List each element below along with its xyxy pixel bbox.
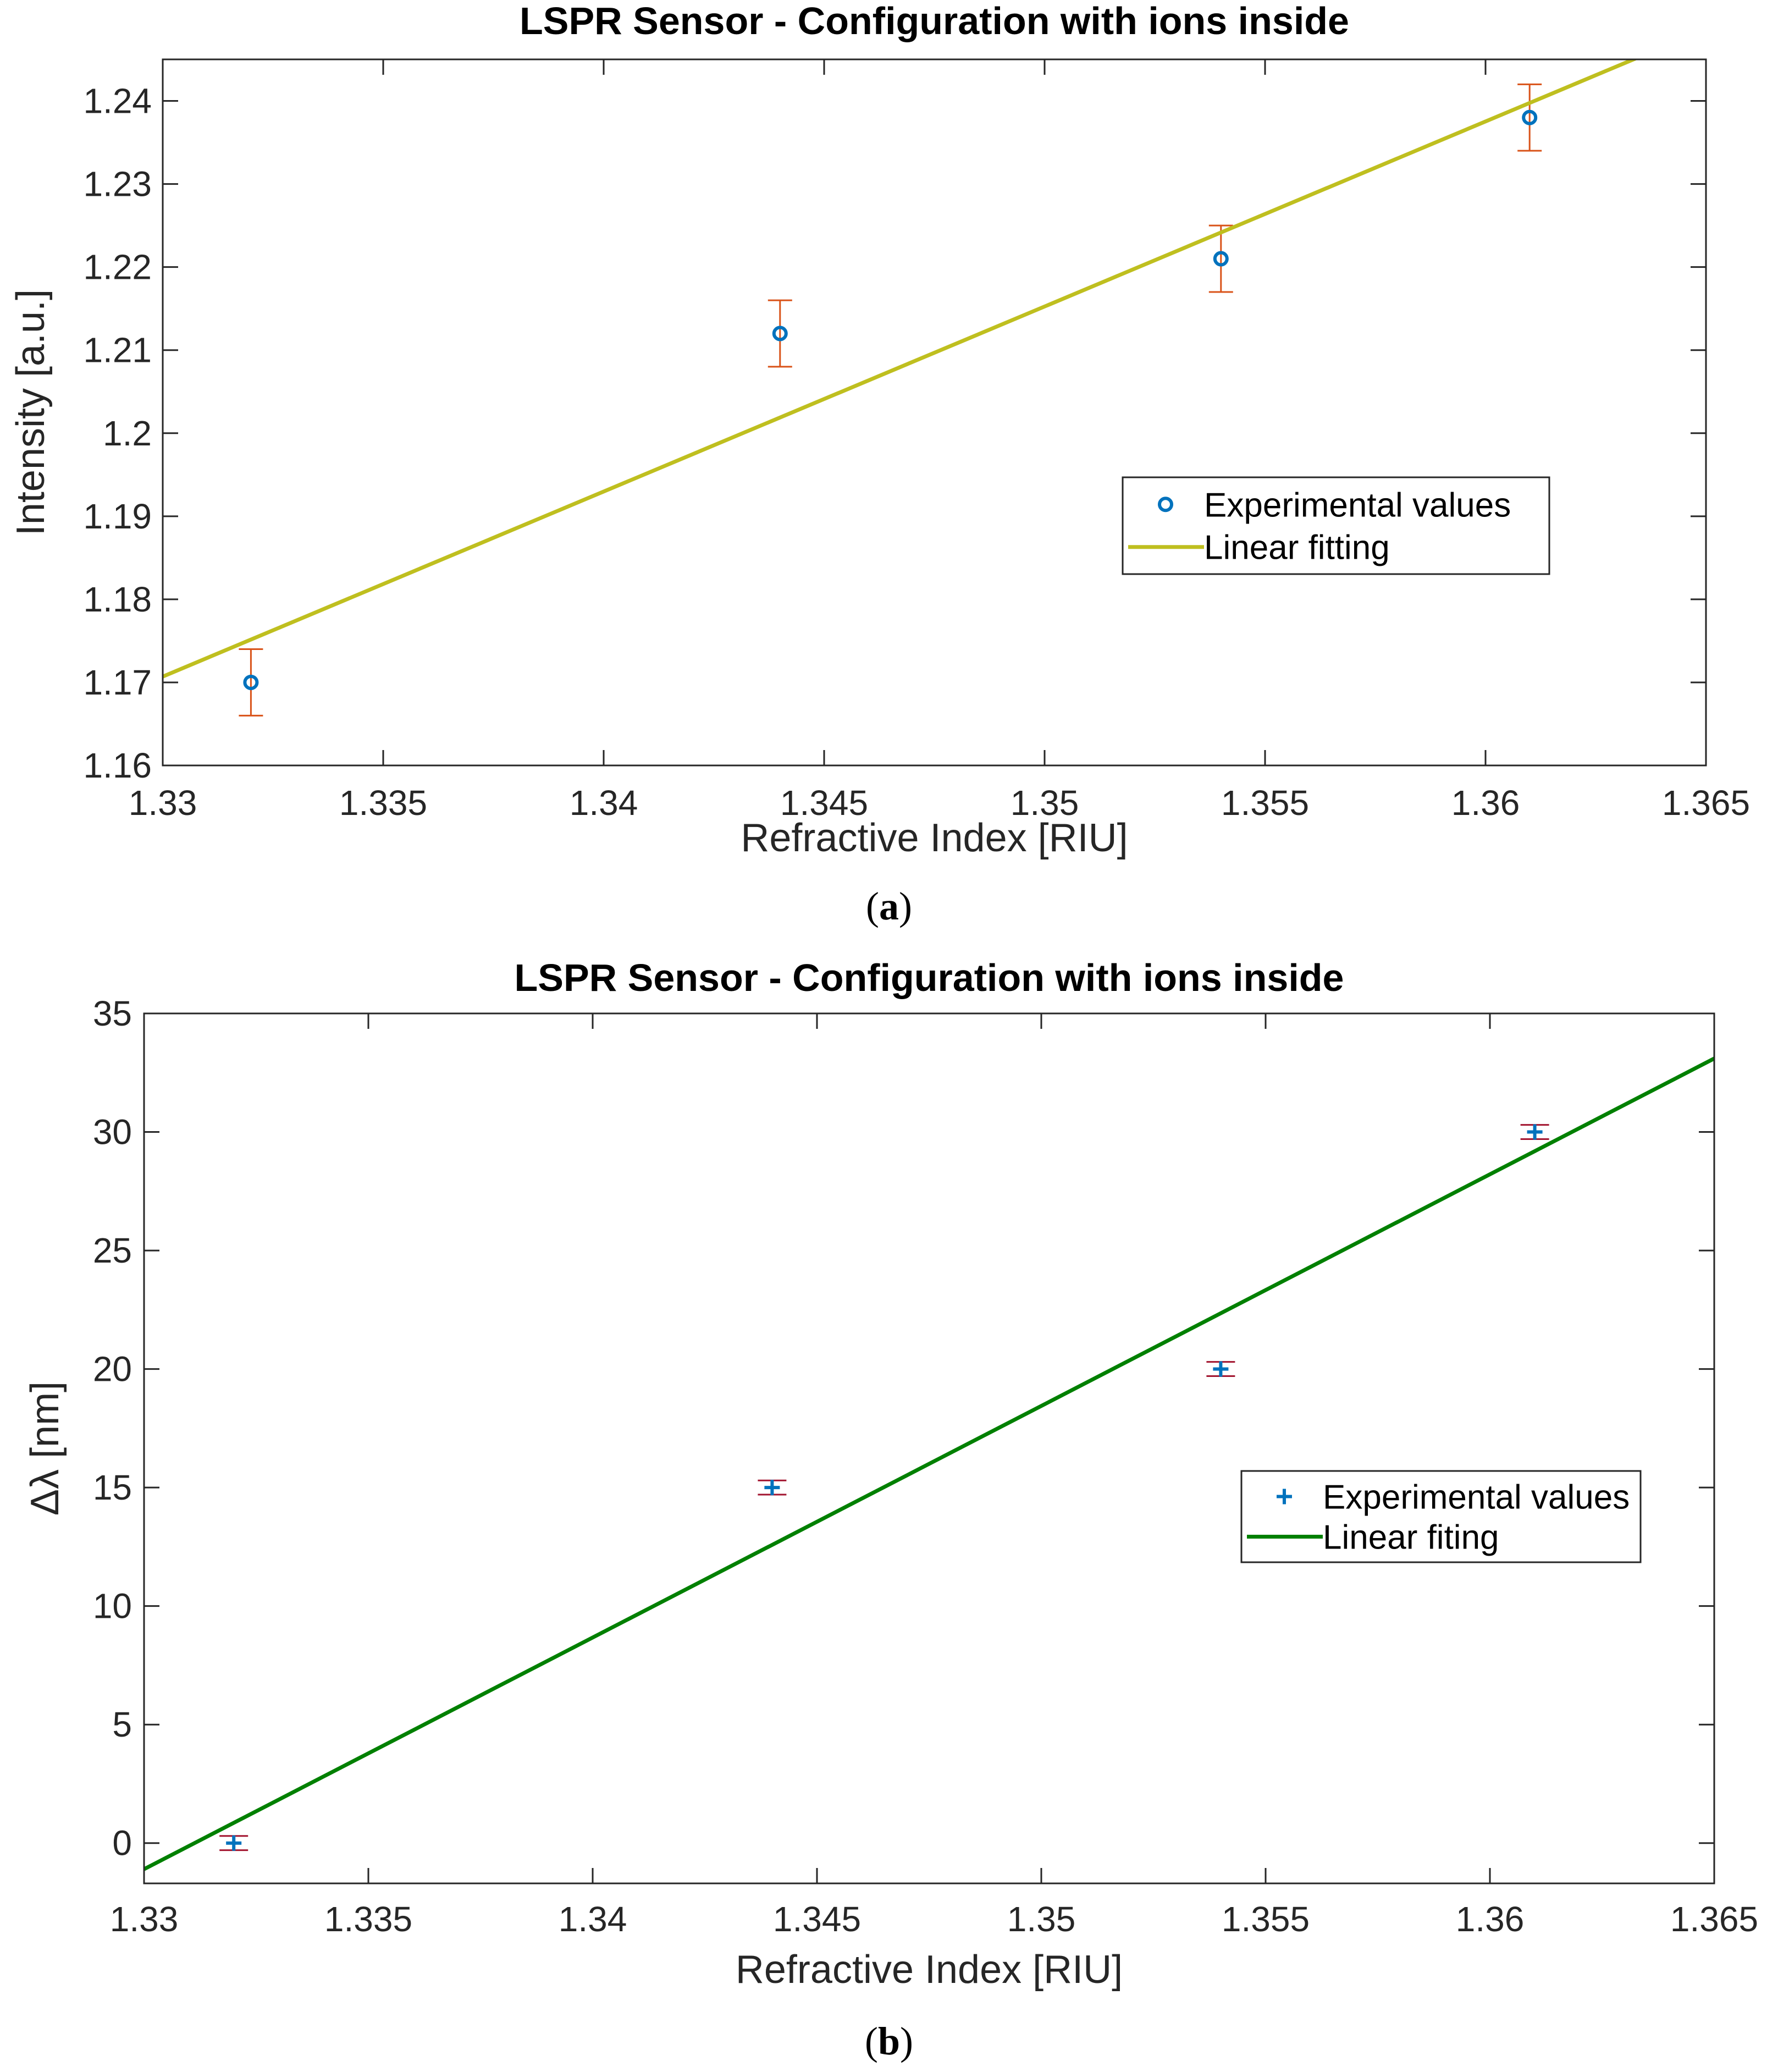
y-tick-label: 1.19 <box>83 497 152 536</box>
x-axis-label: Refractive Index [RIU] <box>741 816 1128 860</box>
chart-b: LSPR Sensor - Configuration with ions in… <box>23 956 1758 2063</box>
legend-label: Experimental values <box>1323 1478 1630 1516</box>
y-axis-label: Intensity [a.u.] <box>9 289 53 536</box>
y-tick-label: 1.24 <box>83 81 152 121</box>
chart-title: LSPR Sensor - Configuration with ions in… <box>520 0 1349 42</box>
y-tick-label: 1.16 <box>83 746 152 785</box>
fit-line <box>144 1056 1714 1871</box>
legend-box <box>1240 1470 1642 1563</box>
x-tick-label: 1.34 <box>570 783 638 823</box>
legend-label: Linear fiting <box>1323 1519 1499 1557</box>
y-tick-label: 1.21 <box>83 330 152 370</box>
y-tick-label: 25 <box>93 1231 132 1270</box>
x-tick-label: 1.36 <box>1456 1899 1525 1939</box>
x-tick-label: 1.355 <box>1221 783 1309 823</box>
fit-line <box>163 59 1637 679</box>
x-tick-label: 1.33 <box>129 783 197 823</box>
caption-letter: a <box>879 884 899 928</box>
legend-label: Experimental values <box>1204 486 1511 524</box>
data-point <box>1522 109 1538 125</box>
caption-letter: b <box>878 2019 900 2063</box>
x-tick-label: 1.335 <box>339 783 427 823</box>
data-point <box>243 674 259 690</box>
y-tick-label: 5 <box>112 1705 132 1744</box>
y-tick-label: 10 <box>93 1586 132 1626</box>
data-point <box>1213 251 1229 267</box>
y-tick-label: 30 <box>93 1112 132 1152</box>
y-tick-label: 35 <box>93 994 132 1033</box>
y-tick-label: 15 <box>93 1468 132 1507</box>
x-tick-label: 1.345 <box>780 783 868 823</box>
chart-a: LSPR Sensor - Configuration with ions in… <box>9 0 1750 928</box>
y-tick-label: 1.2 <box>103 414 152 453</box>
x-tick-label: 1.36 <box>1451 783 1520 823</box>
y-axis-label: Δλ [nm] <box>23 1381 67 1516</box>
x-tick-label: 1.33 <box>110 1899 179 1939</box>
figure-caption: (a) <box>866 884 912 928</box>
y-tick-label: 20 <box>93 1349 132 1389</box>
plot-frame <box>143 1012 1715 1884</box>
y-tick-label: 1.17 <box>83 663 152 702</box>
legend-label: Linear fitting <box>1204 529 1390 567</box>
x-tick-label: 1.345 <box>773 1899 861 1939</box>
legend-marker-swatch <box>1158 497 1173 513</box>
x-tick-label: 1.365 <box>1662 783 1750 823</box>
x-tick-label: 1.34 <box>559 1899 627 1939</box>
plot-frame <box>162 58 1707 767</box>
figure-caption: (b) <box>865 2019 913 2063</box>
x-tick-label: 1.365 <box>1670 1899 1758 1939</box>
x-tick-label: 1.35 <box>1011 783 1079 823</box>
y-tick-label: 1.23 <box>83 164 152 204</box>
y-tick-label: 1.22 <box>83 247 152 287</box>
y-tick-label: 0 <box>112 1823 132 1863</box>
data-point <box>772 326 788 341</box>
chart-title: LSPR Sensor - Configuration with ions in… <box>515 956 1344 999</box>
legend: Experimental values Linear fitting <box>1122 476 1550 575</box>
x-tick-label: 1.335 <box>324 1899 412 1939</box>
x-tick-label: 1.355 <box>1222 1899 1310 1939</box>
x-tick-label: 1.35 <box>1007 1899 1076 1939</box>
legend-box <box>1122 476 1550 575</box>
y-tick-label: 1.18 <box>83 580 152 619</box>
x-axis-label: Refractive Index [RIU] <box>736 1948 1123 1992</box>
